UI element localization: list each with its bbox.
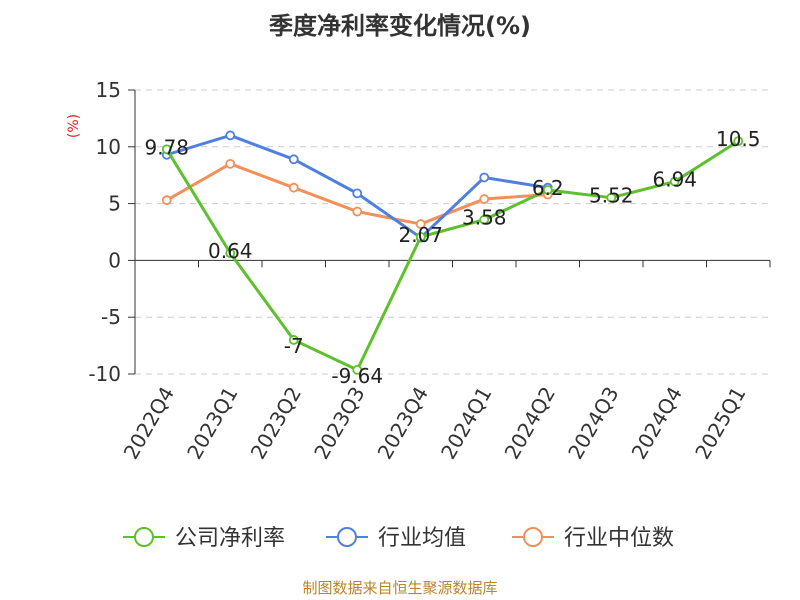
y-tick-label: 10 [96,135,121,159]
legend-label: 行业中位数 [564,526,674,551]
data-point [288,335,299,345]
series-line [165,139,740,372]
y-tick-label: 0 [108,248,121,272]
data-labels: 9.78 0.64 -7 -9.64 2.07 3.58 6.2 5.52 6.94 10.5 [144,127,760,388]
legend: 公司净利率 行业均值 行业中位数 [123,526,674,551]
data-label: 3.58 [462,206,507,230]
data-point [415,231,426,242]
data-point [225,248,236,259]
x-tick-label: 2023Q4 [373,383,433,464]
chart-title: 季度净利率变化情况(%) [269,12,531,40]
legend-item: 行业均值 [326,526,466,551]
legend-item: 行业中位数 [512,526,674,551]
data-point [352,365,363,375]
legend-label: 行业均值 [378,526,466,551]
data-label: 0.64 [208,239,253,263]
data-point [733,136,744,147]
x-tick-label: 2024Q4 [627,383,687,464]
data-point [415,219,426,229]
data-point [161,195,172,206]
y-tick-label: -10 [88,362,121,386]
data-point [352,206,363,217]
legend-marker [337,527,357,547]
x-tick-label: 2023Q1 [182,383,242,464]
x-tick-label: 2023Q3 [309,383,369,464]
legend-label: 公司净利率 [175,526,285,551]
gridlines [135,89,770,375]
y-tick-label: 5 [108,192,121,216]
data-point [225,158,236,169]
data-label: 9.78 [144,135,189,159]
series-0 [161,136,744,375]
series-group [161,130,744,375]
x-tick-label: 2022Q4 [119,383,179,464]
data-point [225,130,236,141]
data-label: 6.2 [532,176,564,200]
data-label: -9.64 [331,364,383,388]
data-point [479,194,490,204]
data-point [288,154,299,165]
axes: -10 -5 0 5 10 15 2022Q4 2023Q1 2023Q2 2023Q3 2023Q… [88,78,771,464]
data-label: 6.94 [652,168,697,192]
data-label: 10.5 [716,127,761,151]
x-tick-label: 2024Q3 [563,383,623,464]
data-point [606,192,617,203]
series-2 [161,158,553,229]
y-tick-label: -5 [101,305,121,329]
x-tick-label: 2024Q1 [436,383,496,464]
y-tick-label: 15 [96,78,121,102]
y-axis-label: (%) [66,114,82,138]
data-label: -7 [284,334,304,358]
source-note: 制图数据来自恒生聚源数据库 [302,579,498,597]
data-point [161,144,172,155]
legend-item: 公司净利率 [123,526,285,551]
data-point [669,176,680,187]
legend-marker [134,527,154,547]
data-point [288,182,299,193]
data-point [352,188,363,199]
x-tick-label: 2025Q1 [690,383,750,464]
legend-marker [523,527,543,547]
data-label: 2.07 [398,223,443,247]
x-tick-label: 2024Q2 [500,383,560,464]
x-tick-label: 2023Q2 [246,383,306,464]
data-label: 5.52 [589,184,634,208]
data-point [542,185,553,195]
data-point [479,172,490,183]
data-point [479,214,490,225]
